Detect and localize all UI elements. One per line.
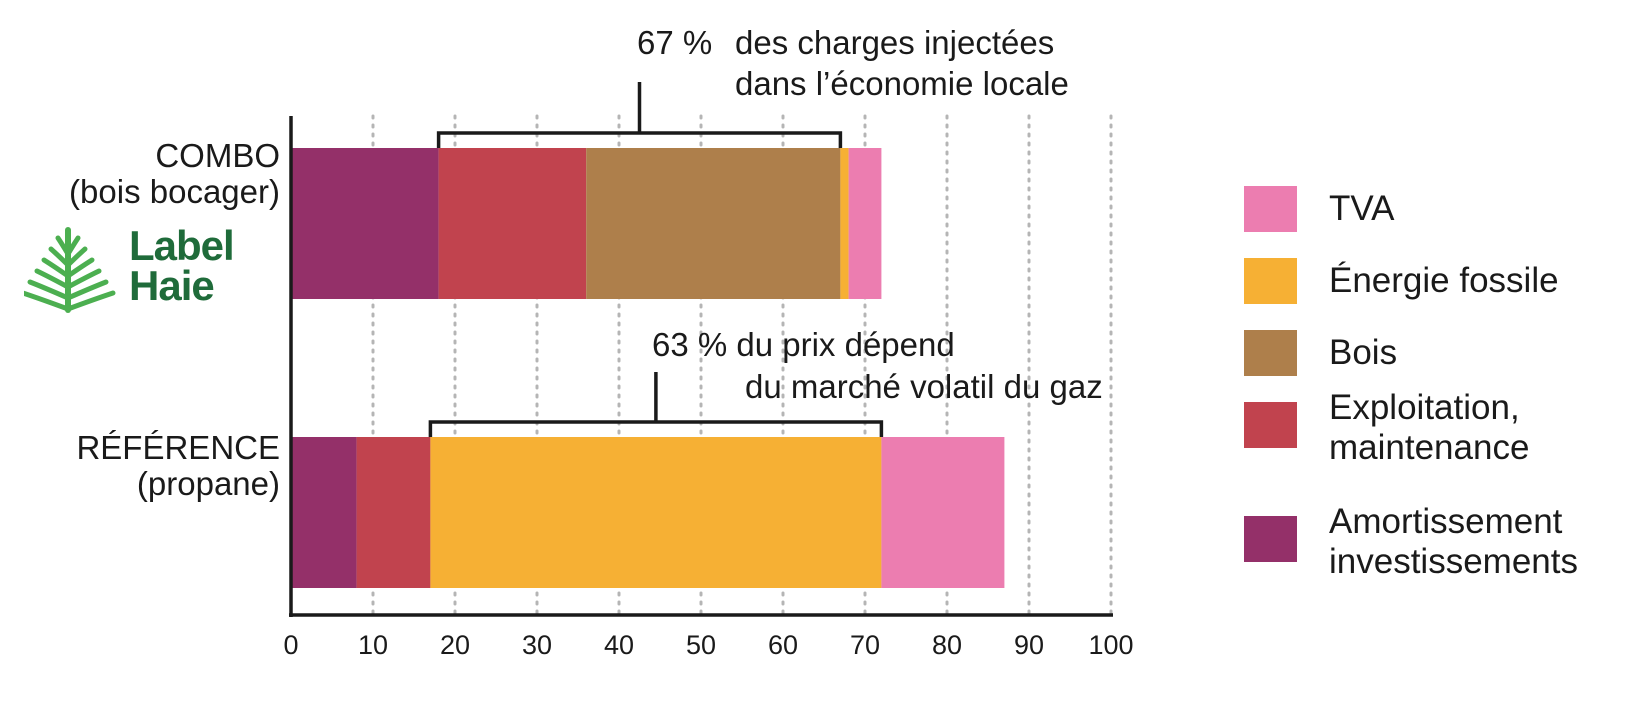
x-tick-label: 70 (850, 630, 880, 660)
legend-label-line: maintenance (1329, 428, 1530, 467)
leaf-vein (65, 257, 95, 279)
leaf-vein (65, 246, 88, 268)
logo-text-line1: Label (129, 222, 235, 269)
leaf-vein (65, 235, 81, 257)
annotation-bracket (436, 82, 843, 148)
legend-label-line: Amortissement (1329, 502, 1563, 541)
legend-label-line: investissements (1329, 542, 1578, 581)
x-tick-label: 60 (768, 630, 798, 660)
bar-segment (881, 437, 1005, 588)
bar-segment (430, 437, 882, 588)
annotation-brackets (428, 82, 884, 437)
legend-swatch (1244, 516, 1297, 562)
annotation-2-line1: 63 % du prix dépend (652, 326, 955, 363)
legend-label-line: Bois (1329, 333, 1398, 372)
legend-label: Bois (1329, 333, 1397, 373)
x-tick-label: 40 (604, 630, 634, 660)
leaf-vein (34, 268, 71, 290)
axes (289, 116, 1113, 617)
category-label-line2: (bois bocager) (69, 173, 280, 210)
bar-segment (438, 148, 587, 299)
annotation-1-percent: 67 % (637, 24, 713, 61)
x-tick-label: 20 (440, 630, 470, 660)
x-tick-label: 0 (283, 630, 298, 660)
category-label-combo: COMBO (bois bocager) (69, 138, 280, 210)
bar-segment (356, 437, 431, 588)
annotation-1-line1: des charges injectées (735, 24, 1055, 61)
legend-swatch (1244, 402, 1297, 448)
legend-label: Énergie fossile (1329, 261, 1559, 301)
legend-label: Amortissement investissements (1329, 502, 1578, 582)
x-tick-label: 30 (522, 630, 552, 660)
category-label-line1: RÉFÉRENCE (76, 429, 280, 466)
x-tick-label: 80 (932, 630, 962, 660)
bar-segment (840, 148, 849, 299)
label-haie-logo: Label Haie (20, 222, 264, 316)
leaf-vein (65, 279, 109, 301)
x-ticks: 0 10 20 30 40 50 60 70 80 90 100 (283, 630, 1133, 660)
legend-swatch (1244, 186, 1297, 232)
legend-label-line: Énergie fossile (1329, 261, 1559, 300)
bar-segment (291, 148, 439, 299)
leaf-vein (20, 290, 71, 312)
x-tick-label: 10 (358, 630, 388, 660)
legend-label: Exploitation, maintenance (1329, 388, 1529, 468)
x-tick-label: 90 (1014, 630, 1044, 660)
legend-swatch (1244, 258, 1297, 304)
annotation-bracket (428, 372, 884, 437)
legend-swatch (1244, 330, 1297, 376)
annotation-2-line2: du marché volatil du gaz (745, 368, 1103, 405)
leaf-vein (65, 290, 116, 312)
leaf-vein (65, 268, 102, 290)
bar-segment (586, 148, 841, 299)
x-tick-label: 50 (686, 630, 716, 660)
bar-segment (848, 148, 882, 299)
bar-segment (291, 437, 357, 588)
leaf-logo-icon (20, 227, 116, 313)
bars (291, 148, 1005, 588)
leaf-vein (41, 257, 71, 279)
x-tick-label: 100 (1088, 630, 1133, 660)
leaf-vein (27, 279, 71, 301)
legend-label-line: TVA (1329, 189, 1395, 228)
legend-label: TVA (1329, 189, 1394, 229)
category-label-reference: RÉFÉRENCE (propane) (76, 430, 280, 502)
annotation-1-line2: dans l’économie locale (735, 65, 1069, 102)
category-label-line1: COMBO (155, 137, 280, 174)
logo-text: Label Haie (129, 222, 235, 309)
category-label-line2: (propane) (136, 465, 280, 502)
logo-text-line2: Haie (129, 262, 215, 309)
legend-label-line: Exploitation, (1329, 388, 1520, 427)
